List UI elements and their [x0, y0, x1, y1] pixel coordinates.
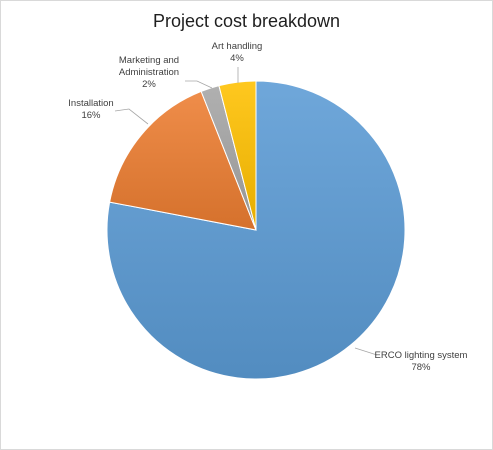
chart-title: Project cost breakdown [152, 11, 341, 31]
data-label-marketing-and-administration: Marketing and Administration 2% [119, 55, 179, 90]
leader-line-marketing-and-administration [185, 80, 213, 89]
data-label-erco-lighting-system: ERCO lighting system 78% [375, 350, 468, 373]
data-label-installation: Installation 16% [68, 98, 113, 121]
pie-slice-installation [109, 90, 257, 231]
leader-line-erco-lighting-system [354, 347, 378, 356]
data-label-art-handling: Art handling 4% [212, 41, 263, 64]
leader-line-installation [114, 108, 149, 125]
pie-slice-art-handling [218, 80, 257, 231]
